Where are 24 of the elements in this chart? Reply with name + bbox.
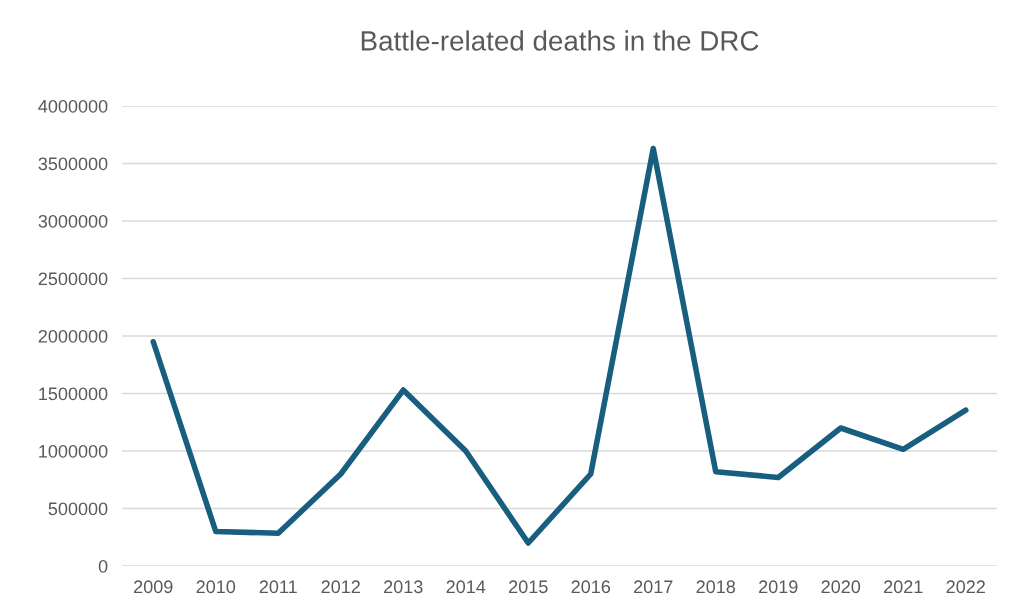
x-tick-label: 2016 [571,580,611,594]
y-tick-label: 4000000 [38,99,108,113]
y-tick-label: 2000000 [38,329,108,343]
x-tick-label: 2021 [884,580,923,594]
x-tick-label: 2012 [321,580,360,594]
x-tick-label: 2009 [134,580,173,594]
y-tick-label: 3500000 [38,157,108,171]
x-tick-label: 2014 [446,580,486,594]
y-tick-label: 2500000 [38,272,108,286]
x-tick-label: 2017 [634,580,673,594]
x-tick-label: 2019 [759,580,798,594]
x-tick-label: 2010 [196,580,236,594]
y-tick-label: 3000000 [38,214,108,228]
y-tick-label: 500000 [48,502,108,516]
y-tick-label: 0 [98,559,108,573]
chart-title: Battle-related deaths in the DRC [361,30,759,51]
x-tick-label: 2015 [509,580,548,594]
y-tick-label: 1500000 [39,387,108,401]
x-tick-label: 2020 [821,580,861,594]
x-tick-label: 2011 [259,580,297,594]
y-tick-label: 1000000 [39,444,108,458]
x-tick-label: 2013 [384,580,423,594]
x-tick-label: 2022 [946,580,985,594]
x-tick-label: 2018 [696,580,736,594]
